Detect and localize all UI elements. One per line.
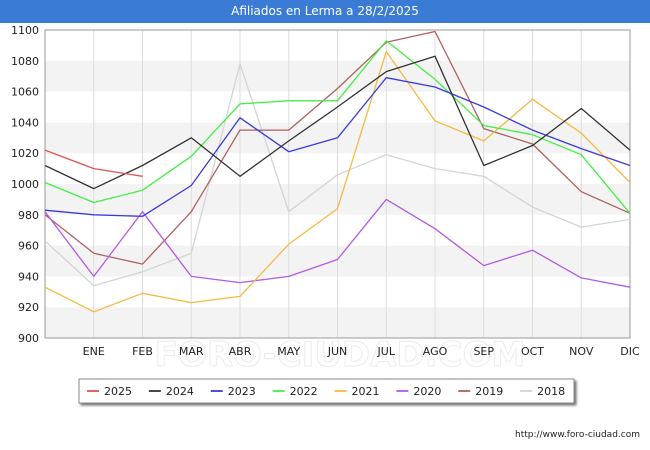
series-2025 (44, 149, 143, 177)
x-tick-label: AGO (423, 345, 448, 358)
series-lines (44, 30, 631, 313)
legend: 2025 2024 2023 2022 2021 2020 2019 2018 (78, 378, 575, 404)
chart-title: Afiliados en Lerma a 28/2/2025 (0, 0, 650, 23)
x-tick-label: ABR (229, 345, 252, 358)
x-tick-label: JUN (327, 345, 348, 358)
series-2023 (44, 77, 631, 217)
plot-frame (44, 29, 631, 339)
legend-label: 2020 (413, 385, 441, 398)
x-tick-label: DIC (620, 345, 640, 358)
x-tick-label: OCT (521, 345, 544, 358)
series-2018 (44, 63, 631, 287)
x-tick-label: SEP (473, 345, 494, 358)
y-tick-label: 940 (18, 270, 39, 283)
x-tick-label: NOV (569, 345, 594, 358)
series-2021 (44, 50, 631, 313)
legend-label: 2025 (104, 385, 132, 398)
y-tick-label: 1040 (11, 116, 39, 129)
y-tick-label: 960 (18, 240, 39, 253)
y-tick-label: 1000 (11, 178, 39, 191)
watermark: FORO-CIUDAD.COM (155, 335, 526, 375)
source-url: http://www.foro-ciudad.com (515, 430, 640, 440)
legend-label: 2021 (352, 385, 380, 398)
x-tick-label: MAR (179, 345, 204, 358)
series-2020 (44, 198, 631, 288)
x-tick-label: ENE (83, 345, 105, 358)
series-2024 (44, 55, 631, 190)
x-tick-label: JUL (377, 345, 396, 358)
legend-label: 2023 (228, 385, 256, 398)
y-tick-label: 900 (18, 332, 39, 345)
series-2019 (44, 30, 631, 265)
y-axis: 900 920 940 960 980 1000 1020 1040 1060 1080 1100 (11, 24, 39, 345)
y-tick-label: 980 (18, 209, 39, 222)
legend-label: 2024 (166, 385, 194, 398)
x-tick-label: MAY (277, 345, 300, 358)
y-tick-label: 1080 (11, 55, 39, 68)
x-tick-label: FEB (132, 345, 153, 358)
x-axis: ENE FEB MAR ABR MAY JUN JUL AGO SEP OCT NOV DIC (83, 345, 640, 358)
y-tick-label: 1100 (11, 24, 39, 37)
series-2022 (44, 40, 631, 214)
legend-label: 2019 (475, 385, 503, 398)
vertical-gridlines (93, 30, 582, 338)
legend-box (78, 378, 575, 404)
y-tick-label: 1060 (11, 86, 39, 99)
y-tick-label: 920 (18, 301, 39, 314)
y-tick-label: 1020 (11, 147, 39, 160)
legend-label: 2018 (537, 385, 565, 398)
legend-label: 2022 (290, 385, 318, 398)
